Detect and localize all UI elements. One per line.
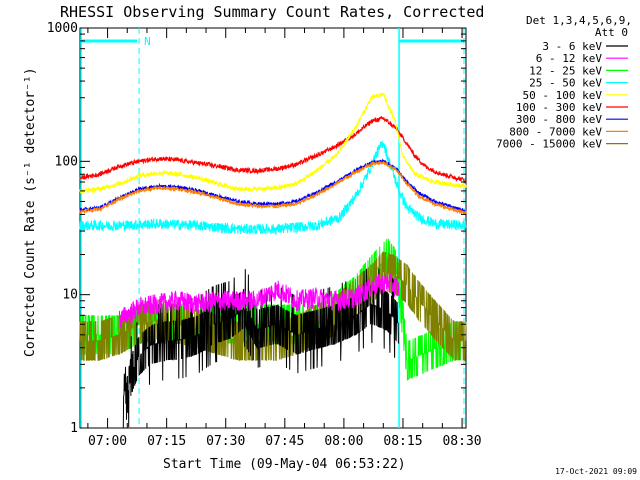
x-tick-label: 08:15 <box>383 434 422 449</box>
y-axis-label: Corrected Count Rate (s⁻¹ detector⁻¹) <box>23 67 38 357</box>
chart-title: RHESSI Observing Summary Count Rates, Co… <box>60 3 484 21</box>
x-tick-label: 08:30 <box>442 434 481 449</box>
legend-label: 300 - 800 keV <box>516 113 602 126</box>
y-axis-ticks: 1000 100 10 1 <box>47 21 466 436</box>
y-tick-label: 1 <box>70 421 78 436</box>
footer-timestamp: 17-Oct-2021 09:09 <box>555 467 637 476</box>
series-line-orange <box>79 160 467 216</box>
x-tick-label: 08:00 <box>324 434 363 449</box>
series-line-yellow <box>79 92 467 195</box>
x-tick-label: 07:30 <box>206 434 245 449</box>
series-line-red <box>79 115 467 184</box>
series-line-low_black <box>122 268 400 428</box>
series-line-magenta <box>118 273 400 328</box>
x-tick-label: 07:15 <box>147 434 186 449</box>
legend-header-line-2: Att 0 <box>595 26 628 39</box>
x-axis-ticks: 07:00 07:15 07:30 07:45 08:00 08:15 08:30 <box>87 28 482 449</box>
x-axis-label: Start Time (09-May-04 06:53:22) <box>163 457 406 472</box>
y-tick-label: 1000 <box>47 21 78 36</box>
y-tick-label: 100 <box>55 154 78 169</box>
night-label: N <box>144 35 151 48</box>
x-tick-label: 07:00 <box>88 434 127 449</box>
x-tick-label: 07:45 <box>265 434 304 449</box>
legend-label: 50 - 100 keV <box>523 89 603 102</box>
y-tick-label: 10 <box>62 288 78 303</box>
legend-header-line-1: Det 1,3,4,5,6,9, <box>526 14 632 27</box>
legend-label: 800 - 7000 keV <box>509 125 602 138</box>
series-line-cyan <box>79 140 467 236</box>
legend-label: 7000 - 15000 keV <box>496 138 602 151</box>
legend-label: 12 - 25 keV <box>529 64 602 77</box>
series-lines <box>79 92 467 428</box>
legend-label: 100 - 300 keV <box>516 101 602 114</box>
legend-label: 25 - 50 keV <box>529 77 602 90</box>
legend-label: 6 - 12 keV <box>536 52 603 65</box>
legend-label: 3 - 6 keV <box>542 40 602 53</box>
